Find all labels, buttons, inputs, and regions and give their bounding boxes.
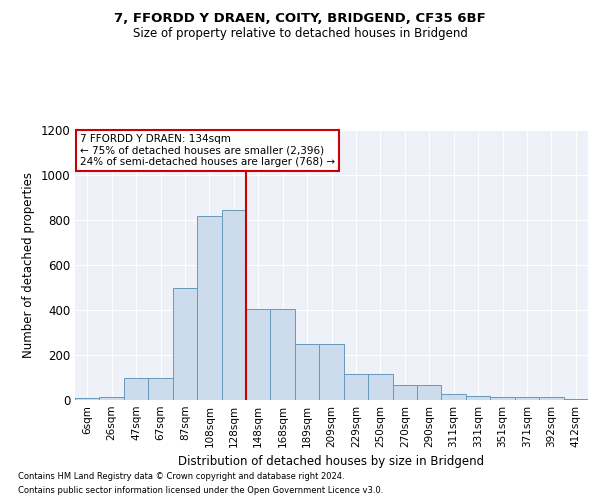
Bar	[100, 398, 124, 400]
Text: Contains public sector information licensed under the Open Government Licence v3: Contains public sector information licen…	[18, 486, 383, 495]
Bar	[344, 374, 368, 400]
Bar	[197, 216, 221, 400]
Bar	[319, 344, 344, 400]
Bar	[515, 397, 539, 400]
Bar	[563, 399, 588, 400]
Text: 7 FFORDD Y DRAEN: 134sqm
← 75% of detached houses are smaller (2,396)
24% of sem: 7 FFORDD Y DRAEN: 134sqm ← 75% of detach…	[80, 134, 335, 167]
Bar	[246, 309, 271, 400]
Bar	[417, 386, 442, 400]
Bar	[392, 386, 417, 400]
Bar	[221, 210, 246, 400]
Bar	[173, 288, 197, 400]
Bar	[442, 394, 466, 400]
Bar	[466, 396, 490, 400]
Text: 7, FFORDD Y DRAEN, COITY, BRIDGEND, CF35 6BF: 7, FFORDD Y DRAEN, COITY, BRIDGEND, CF35…	[114, 12, 486, 26]
Bar	[490, 397, 515, 400]
Bar	[124, 378, 148, 400]
Text: Size of property relative to detached houses in Bridgend: Size of property relative to detached ho…	[133, 28, 467, 40]
Y-axis label: Number of detached properties: Number of detached properties	[22, 172, 35, 358]
Bar	[75, 398, 100, 400]
Text: Contains HM Land Registry data © Crown copyright and database right 2024.: Contains HM Land Registry data © Crown c…	[18, 472, 344, 481]
Bar	[539, 397, 563, 400]
Bar	[295, 344, 319, 400]
Bar	[368, 374, 392, 400]
X-axis label: Distribution of detached houses by size in Bridgend: Distribution of detached houses by size …	[178, 456, 485, 468]
Bar	[148, 378, 173, 400]
Bar	[271, 309, 295, 400]
